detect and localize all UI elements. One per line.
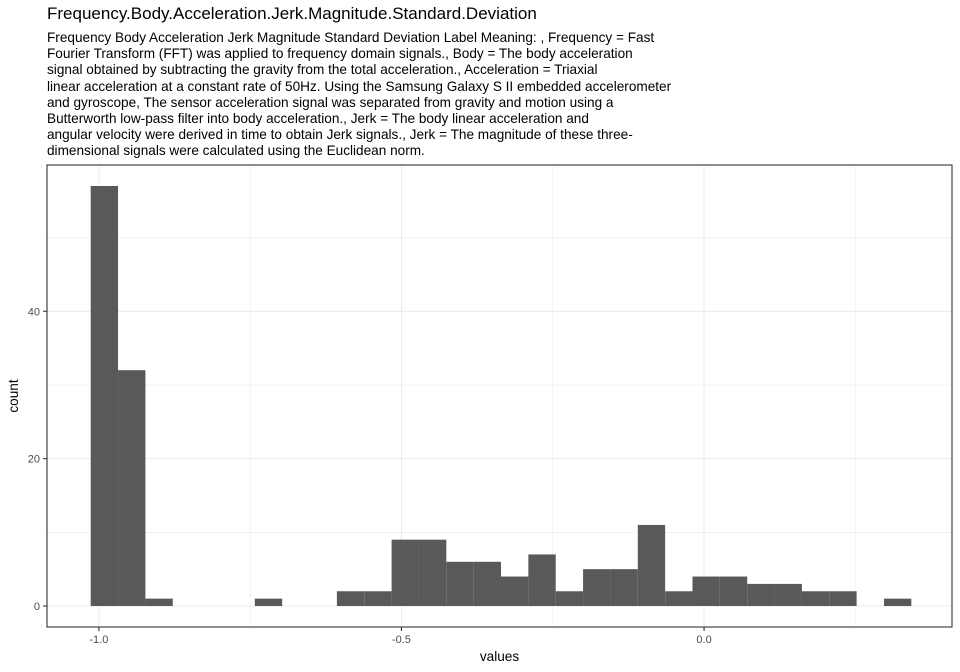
x-tick-label: -0.5 — [392, 634, 411, 646]
histogram-bar — [774, 583, 802, 606]
panel-border — [46, 164, 953, 628]
histogram-bar — [801, 591, 830, 606]
histogram-bar — [692, 576, 720, 606]
y-tick-label: 0 — [34, 601, 40, 613]
histogram-bar — [528, 554, 556, 606]
histogram-bar — [610, 569, 638, 606]
plot-panel — [47, 165, 952, 627]
histogram-bar — [883, 598, 912, 606]
subtitle-line: signal obtained by subtracting the gravi… — [47, 62, 598, 78]
histogram-bar — [637, 524, 666, 606]
histogram-bar — [418, 539, 447, 606]
histogram-bar — [391, 539, 419, 606]
histogram-bar — [501, 576, 529, 606]
x-axis-label: values — [480, 649, 519, 664]
y-tick-label: 20 — [28, 454, 40, 466]
subtitle-line: angular velocity were derived in time to… — [47, 127, 633, 143]
histogram-bar — [118, 370, 146, 606]
histogram-bar — [719, 576, 748, 606]
x-tick-label: -1.0 — [89, 634, 108, 646]
chart-title: Frequency.Body.Acceleration.Jerk.Magnitu… — [47, 4, 537, 23]
subtitle-line: Fourier Transform (FFT) was applied to f… — [47, 46, 633, 62]
histogram-bar — [583, 569, 611, 606]
histogram-bar — [665, 591, 693, 606]
histogram-bar — [90, 186, 119, 606]
histogram-bar — [446, 561, 474, 606]
histogram-bar — [364, 591, 392, 606]
subtitle-line: Frequency Body Acceleration Jerk Magnitu… — [47, 30, 655, 45]
y-axis-label: count — [6, 379, 21, 412]
histogram-bar — [145, 598, 173, 606]
histogram-bar — [336, 591, 365, 606]
subtitle-line: dimensional signals were calculated usin… — [47, 143, 425, 159]
x-tick-label: 0.0 — [696, 634, 711, 646]
histogram-bar — [473, 561, 502, 606]
subtitle-line: and gyroscope, The sensor acceleration s… — [47, 94, 614, 110]
histogram-bar — [254, 598, 283, 606]
subtitle-line: linear acceleration at a constant rate o… — [47, 78, 672, 94]
chart-subtitle: Frequency Body Acceleration Jerk Magnitu… — [47, 30, 747, 160]
histogram-bar — [829, 591, 857, 606]
subtitle-line: Butterworth low-pass filter into body ac… — [47, 111, 589, 127]
histogram-bar — [747, 583, 775, 606]
histogram-bar — [555, 591, 584, 606]
y-tick-label: 40 — [28, 306, 40, 318]
